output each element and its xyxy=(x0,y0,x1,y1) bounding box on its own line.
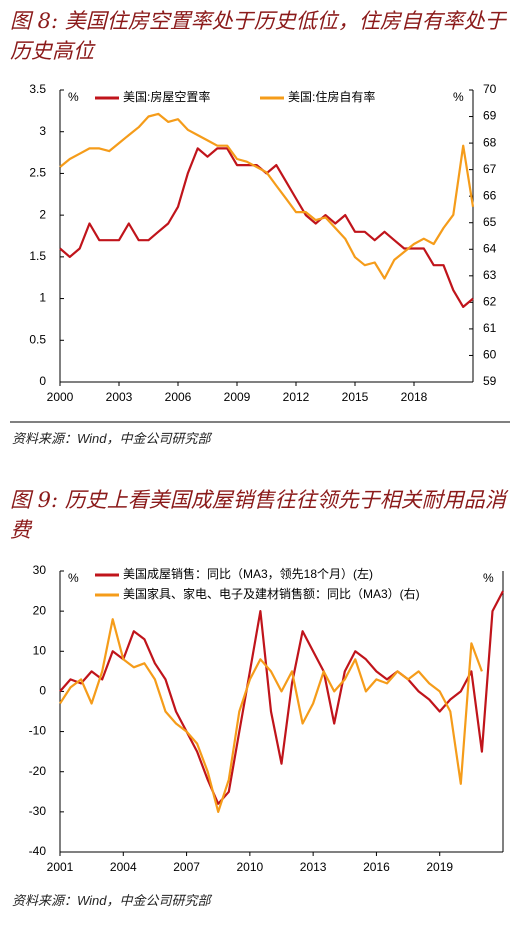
y2-tick-label: 69 xyxy=(483,109,497,123)
chart: 0 0.5 1 1.5 2 2.5 3 3.5 59 60 61 62 63 64 65 66 67 68 69 70… xyxy=(10,82,510,423)
y2-tick-label: 67 xyxy=(483,162,497,176)
y2-unit: % xyxy=(483,571,494,585)
y-tick-label: 0.5 xyxy=(29,332,46,346)
legend-label: 美国:住房自有率 xyxy=(288,89,375,104)
y-tick-label: 2.5 xyxy=(29,166,46,180)
y-tick-label: -10 xyxy=(29,724,47,738)
x-tick-label: 2000 xyxy=(47,390,74,404)
x-tick-label: 2007 xyxy=(173,860,200,874)
series-line xyxy=(59,590,504,805)
x-tick-label: 2013 xyxy=(300,860,327,874)
y2-tick-label: 62 xyxy=(483,295,497,309)
y-tick-label: 3.5 xyxy=(29,82,46,96)
x-tick-label: 2010 xyxy=(237,860,264,874)
figure-title: 图 9: 历史上看美国成屋销售往往领先于相关耐用品消费 xyxy=(10,488,506,542)
series-line xyxy=(59,618,483,813)
y-tick-label: 1 xyxy=(39,291,46,305)
y2-tick-label: 68 xyxy=(483,135,497,149)
y-tick-label: 2 xyxy=(39,207,46,221)
y2-tick-label: 60 xyxy=(483,348,497,362)
y2-tick-label: 59 xyxy=(483,374,497,388)
y2-tick-label: 66 xyxy=(483,188,497,202)
x-tick-label: 2012 xyxy=(283,390,310,404)
legend-label: 美国家具、家电、电子及建材销售额：同比（MA3）(右) xyxy=(123,586,420,601)
series-line xyxy=(59,112,475,280)
y-tick-label: 1.5 xyxy=(29,249,46,263)
y-tick-label: -20 xyxy=(29,764,47,778)
y2-tick-label: 64 xyxy=(483,241,497,255)
x-tick-label: 2016 xyxy=(363,860,390,874)
legend-label: 美国:房屋空置率 xyxy=(123,89,210,104)
x-tick-label: 2003 xyxy=(106,390,133,404)
y2-unit: % xyxy=(453,90,464,104)
y-tick-label: 10 xyxy=(33,643,47,657)
x-tick-label: 2009 xyxy=(224,390,251,404)
y2-tick-label: 65 xyxy=(483,215,497,229)
y-tick-label: -40 xyxy=(29,844,47,858)
x-tick-label: 2015 xyxy=(342,390,369,404)
chart: -40 -30 -20 -10 0 10 20 30 2001 2004 2007 2010 2013 2… xyxy=(29,563,504,874)
source: 资料来源：Wind，中金公司研究部 xyxy=(12,893,211,908)
x-tick-label: 2004 xyxy=(110,860,137,874)
y-tick-label: 30 xyxy=(33,563,47,577)
y-tick-label: 3 xyxy=(39,124,46,138)
y-tick-label: 20 xyxy=(33,603,47,617)
y-tick-label: 0 xyxy=(39,374,46,388)
legend-label: 美国成屋销售：同比（MA3，领先18个月）(左) xyxy=(123,566,373,581)
y2-tick-label: 61 xyxy=(483,321,497,335)
y-unit: % xyxy=(68,571,79,585)
figure-title: 图 8: 美国住房空置率处于历史低位，住房自有率处于历史高位 xyxy=(10,9,506,63)
y2-tick-label: 70 xyxy=(483,82,497,96)
y-unit: % xyxy=(68,90,79,104)
x-tick-label: 2019 xyxy=(426,860,453,874)
y-tick-label: 0 xyxy=(39,684,46,698)
y-tick-label: -30 xyxy=(29,804,47,818)
x-tick-label: 2001 xyxy=(47,860,74,874)
y2-tick-label: 63 xyxy=(483,268,497,282)
x-tick-label: 2018 xyxy=(401,390,428,404)
source: 资料来源：Wind，中金公司研究部 xyxy=(12,431,211,446)
x-tick-label: 2006 xyxy=(165,390,192,404)
